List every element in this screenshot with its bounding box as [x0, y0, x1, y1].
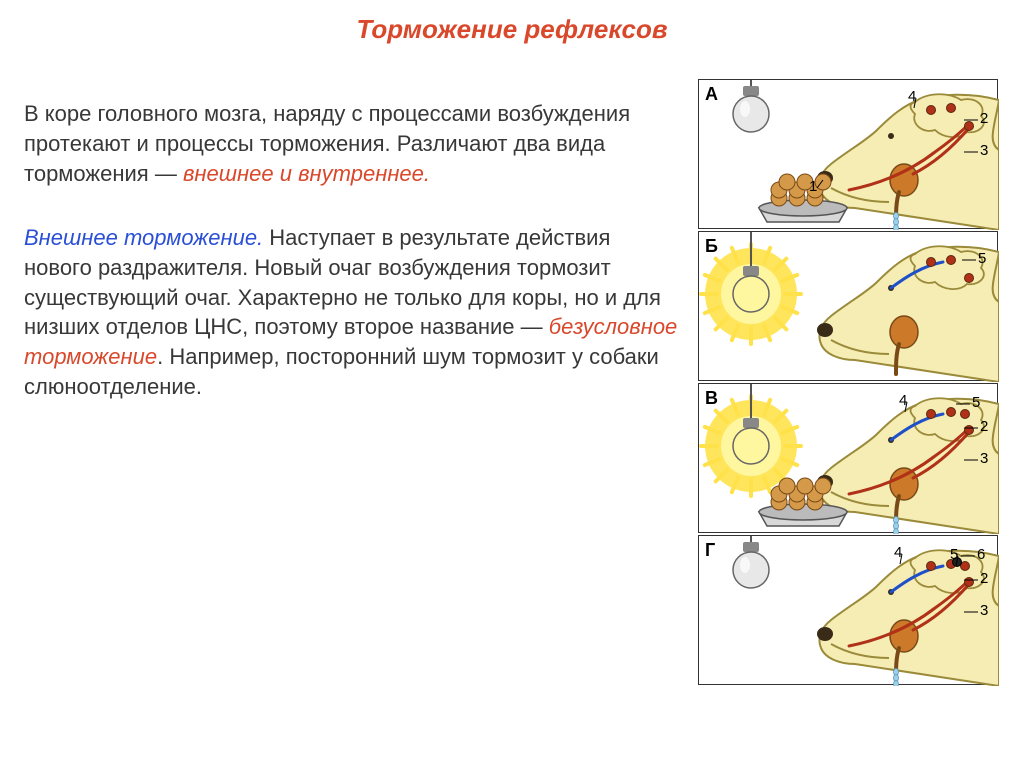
p2-lead: Внешнее торможение. — [24, 225, 263, 250]
panel-label: Б — [705, 236, 718, 257]
panel-a: А 1 2 3 4 — [698, 79, 998, 229]
panel-label: А — [705, 84, 718, 105]
slide-title: Торможение рефлексов — [24, 14, 1000, 45]
diagram-number-label: 1 — [809, 178, 817, 195]
panel-v: В 2 3 4 5 — [698, 383, 998, 533]
diagram-number-label: 3 — [980, 450, 988, 467]
diagram-number-label: 3 — [980, 142, 988, 159]
diagram-number-label: 3 — [980, 602, 988, 619]
title-text: Торможение рефлексов — [356, 14, 667, 44]
p1-highlight: внешнее и внутреннее. — [183, 161, 430, 186]
diagram-number-label: 5 — [978, 250, 986, 267]
content-row: В коре головного мозга, наряду с процесс… — [24, 79, 1000, 685]
diagram-number-label: 5 — [950, 546, 958, 563]
diagram-number-label: 4 — [894, 544, 902, 561]
panel-g: Г 2 3 4 5 6 — [698, 535, 998, 685]
panel-b: Б5 — [698, 231, 998, 381]
slide: Торможение рефлексов В коре головного мо… — [0, 0, 1024, 768]
diagram-number-label: 4 — [899, 392, 907, 409]
diagram-number-label: 5 — [972, 394, 980, 411]
diagram-column: А1234 Б5 В2345 Г23456 — [698, 79, 998, 685]
diagram-number-label: 2 — [980, 570, 988, 587]
diagram-number-label: 2 — [980, 418, 988, 435]
diagram-number-label: 4 — [908, 88, 916, 105]
diagram-number-label: 2 — [980, 110, 988, 127]
diagram-number-label: 6 — [977, 546, 985, 563]
panel-label: В — [705, 388, 718, 409]
paragraph-1: В коре головного мозга, наряду с процесс… — [24, 99, 684, 189]
panel-label: Г — [705, 540, 715, 561]
paragraph-2: Внешнее торможение. Наступает в результа… — [24, 223, 684, 402]
text-column: В коре головного мозга, наряду с процесс… — [24, 79, 684, 685]
